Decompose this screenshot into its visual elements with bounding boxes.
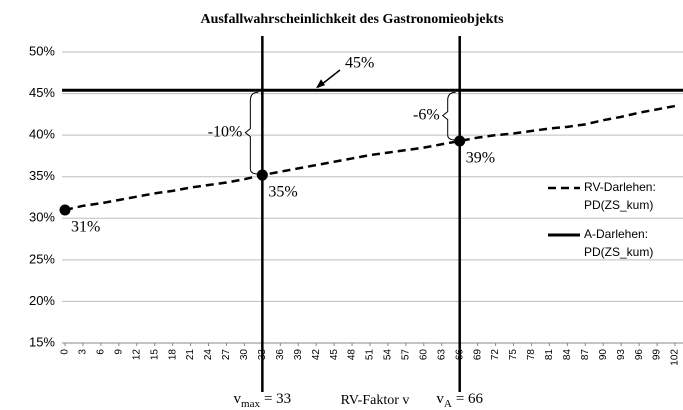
legend-label: A-Darlehen: PD(ZS_kum) [584, 227, 653, 259]
difference-label: -10% [208, 123, 243, 140]
x-tick-label: 84 [562, 349, 573, 361]
x-tick-label: 36 [275, 349, 286, 361]
y-tick-label: 30% [29, 210, 55, 225]
y-tick-label: 35% [29, 168, 55, 183]
y-tick-label: 20% [29, 293, 55, 308]
reference-label: 45% [345, 55, 374, 72]
difference-label: -6% [413, 106, 440, 123]
x-tick-label: 63 [436, 349, 447, 361]
x-tick-label: 48 [347, 349, 358, 361]
x-tick-label: 21 [185, 349, 196, 361]
x-tick-label: 42 [311, 349, 322, 361]
x-tick-label: 93 [616, 349, 627, 361]
x-tick-label: 45 [329, 349, 340, 361]
x-tick-label: 6 [96, 349, 107, 355]
x-tick-label: 87 [580, 349, 591, 361]
y-tick-label: 45% [29, 85, 55, 100]
x-tick-label: 78 [526, 349, 537, 361]
value-label: 39% [466, 150, 495, 167]
x-tick-label: 81 [544, 349, 555, 361]
x-tick-label: 90 [598, 349, 609, 361]
series-line [64, 104, 676, 212]
x-tick-label: 15 [149, 349, 160, 361]
x-tick-label: 39 [293, 349, 304, 361]
arrow-head [316, 79, 325, 89]
vline-subscript: A [444, 398, 452, 410]
x-tick-label: 12 [131, 349, 142, 361]
x-tick-label: 75 [508, 349, 519, 361]
vline-symbol: v [234, 391, 242, 407]
x-tick-label: 69 [472, 349, 483, 361]
vline-text: = 33 [264, 391, 291, 407]
x-tick-label: 18 [167, 349, 178, 361]
x-tick-label: 30 [239, 349, 250, 361]
y-tick-label: 15% [29, 334, 55, 349]
x-tick-label: 54 [383, 349, 394, 361]
x-tick-label: 9 [113, 349, 124, 355]
vline-label: vA = 66 [436, 391, 483, 409]
x-tick-label: 0 [60, 349, 71, 355]
point-marker [454, 135, 466, 147]
y-tick-label: 25% [29, 251, 55, 266]
x-axis-label: RV-Faktor v [341, 393, 410, 408]
y-tick-label: 40% [29, 127, 55, 142]
brace [441, 91, 456, 141]
x-tick-label: 51 [365, 349, 376, 361]
vline-symbol: v [436, 391, 444, 407]
x-tick-label: 3 [78, 349, 89, 355]
y-tick-label: 50% [29, 43, 55, 58]
x-tick-label: 60 [418, 349, 429, 361]
point-marker [59, 204, 71, 216]
x-tick-label: 24 [203, 349, 214, 361]
value-label: 31% [71, 219, 100, 236]
vline-subscript: max [241, 398, 260, 410]
point-marker [256, 169, 268, 181]
x-tick-label: 57 [401, 349, 412, 361]
chart-title: Ausfallwahrscheinlichkeit des Gastronomi… [200, 12, 504, 27]
x-tick-label: 102 [670, 349, 681, 366]
brace [244, 91, 259, 175]
value-label: 35% [268, 184, 297, 201]
x-tick-label: 99 [652, 349, 663, 361]
x-tick-label: 96 [634, 349, 645, 361]
x-tick-label: 27 [221, 349, 232, 361]
vline-label: vmax = 33 [234, 391, 292, 409]
vline-text: = 66 [456, 391, 484, 407]
x-tick-label: 72 [490, 349, 501, 361]
legend-label: RV-Darlehen: PD(ZS_kum) [584, 180, 656, 212]
